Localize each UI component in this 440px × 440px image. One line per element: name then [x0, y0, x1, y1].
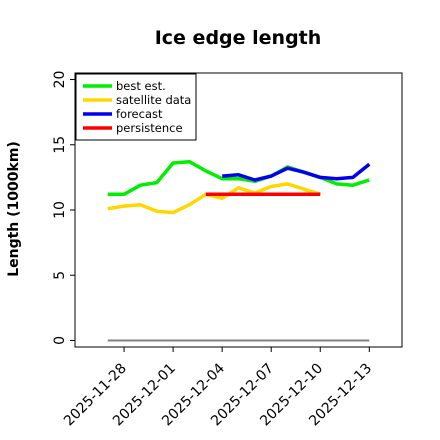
legend: best est.satellite dataforecastpersisten… — [75, 73, 197, 141]
series-line-forecast — [222, 162, 371, 182]
plot-area — [107, 159, 371, 342]
chart-title: Ice edge length — [155, 27, 322, 49]
y-tick-label: 0 — [52, 336, 68, 345]
y-axis-label: Length (1000km) — [6, 141, 22, 277]
legend-label: forecast — [116, 107, 163, 121]
legend-label: satellite data — [116, 93, 191, 107]
series-line-satellite-data — [107, 182, 321, 215]
legend-label: persistence — [116, 121, 183, 135]
legend-label: best est. — [116, 79, 166, 93]
y-tick-label: 15 — [52, 136, 68, 154]
y-tick-label: 10 — [52, 201, 68, 219]
y-tick-label: 20 — [52, 71, 68, 89]
y-tick-label: 5 — [52, 271, 68, 280]
